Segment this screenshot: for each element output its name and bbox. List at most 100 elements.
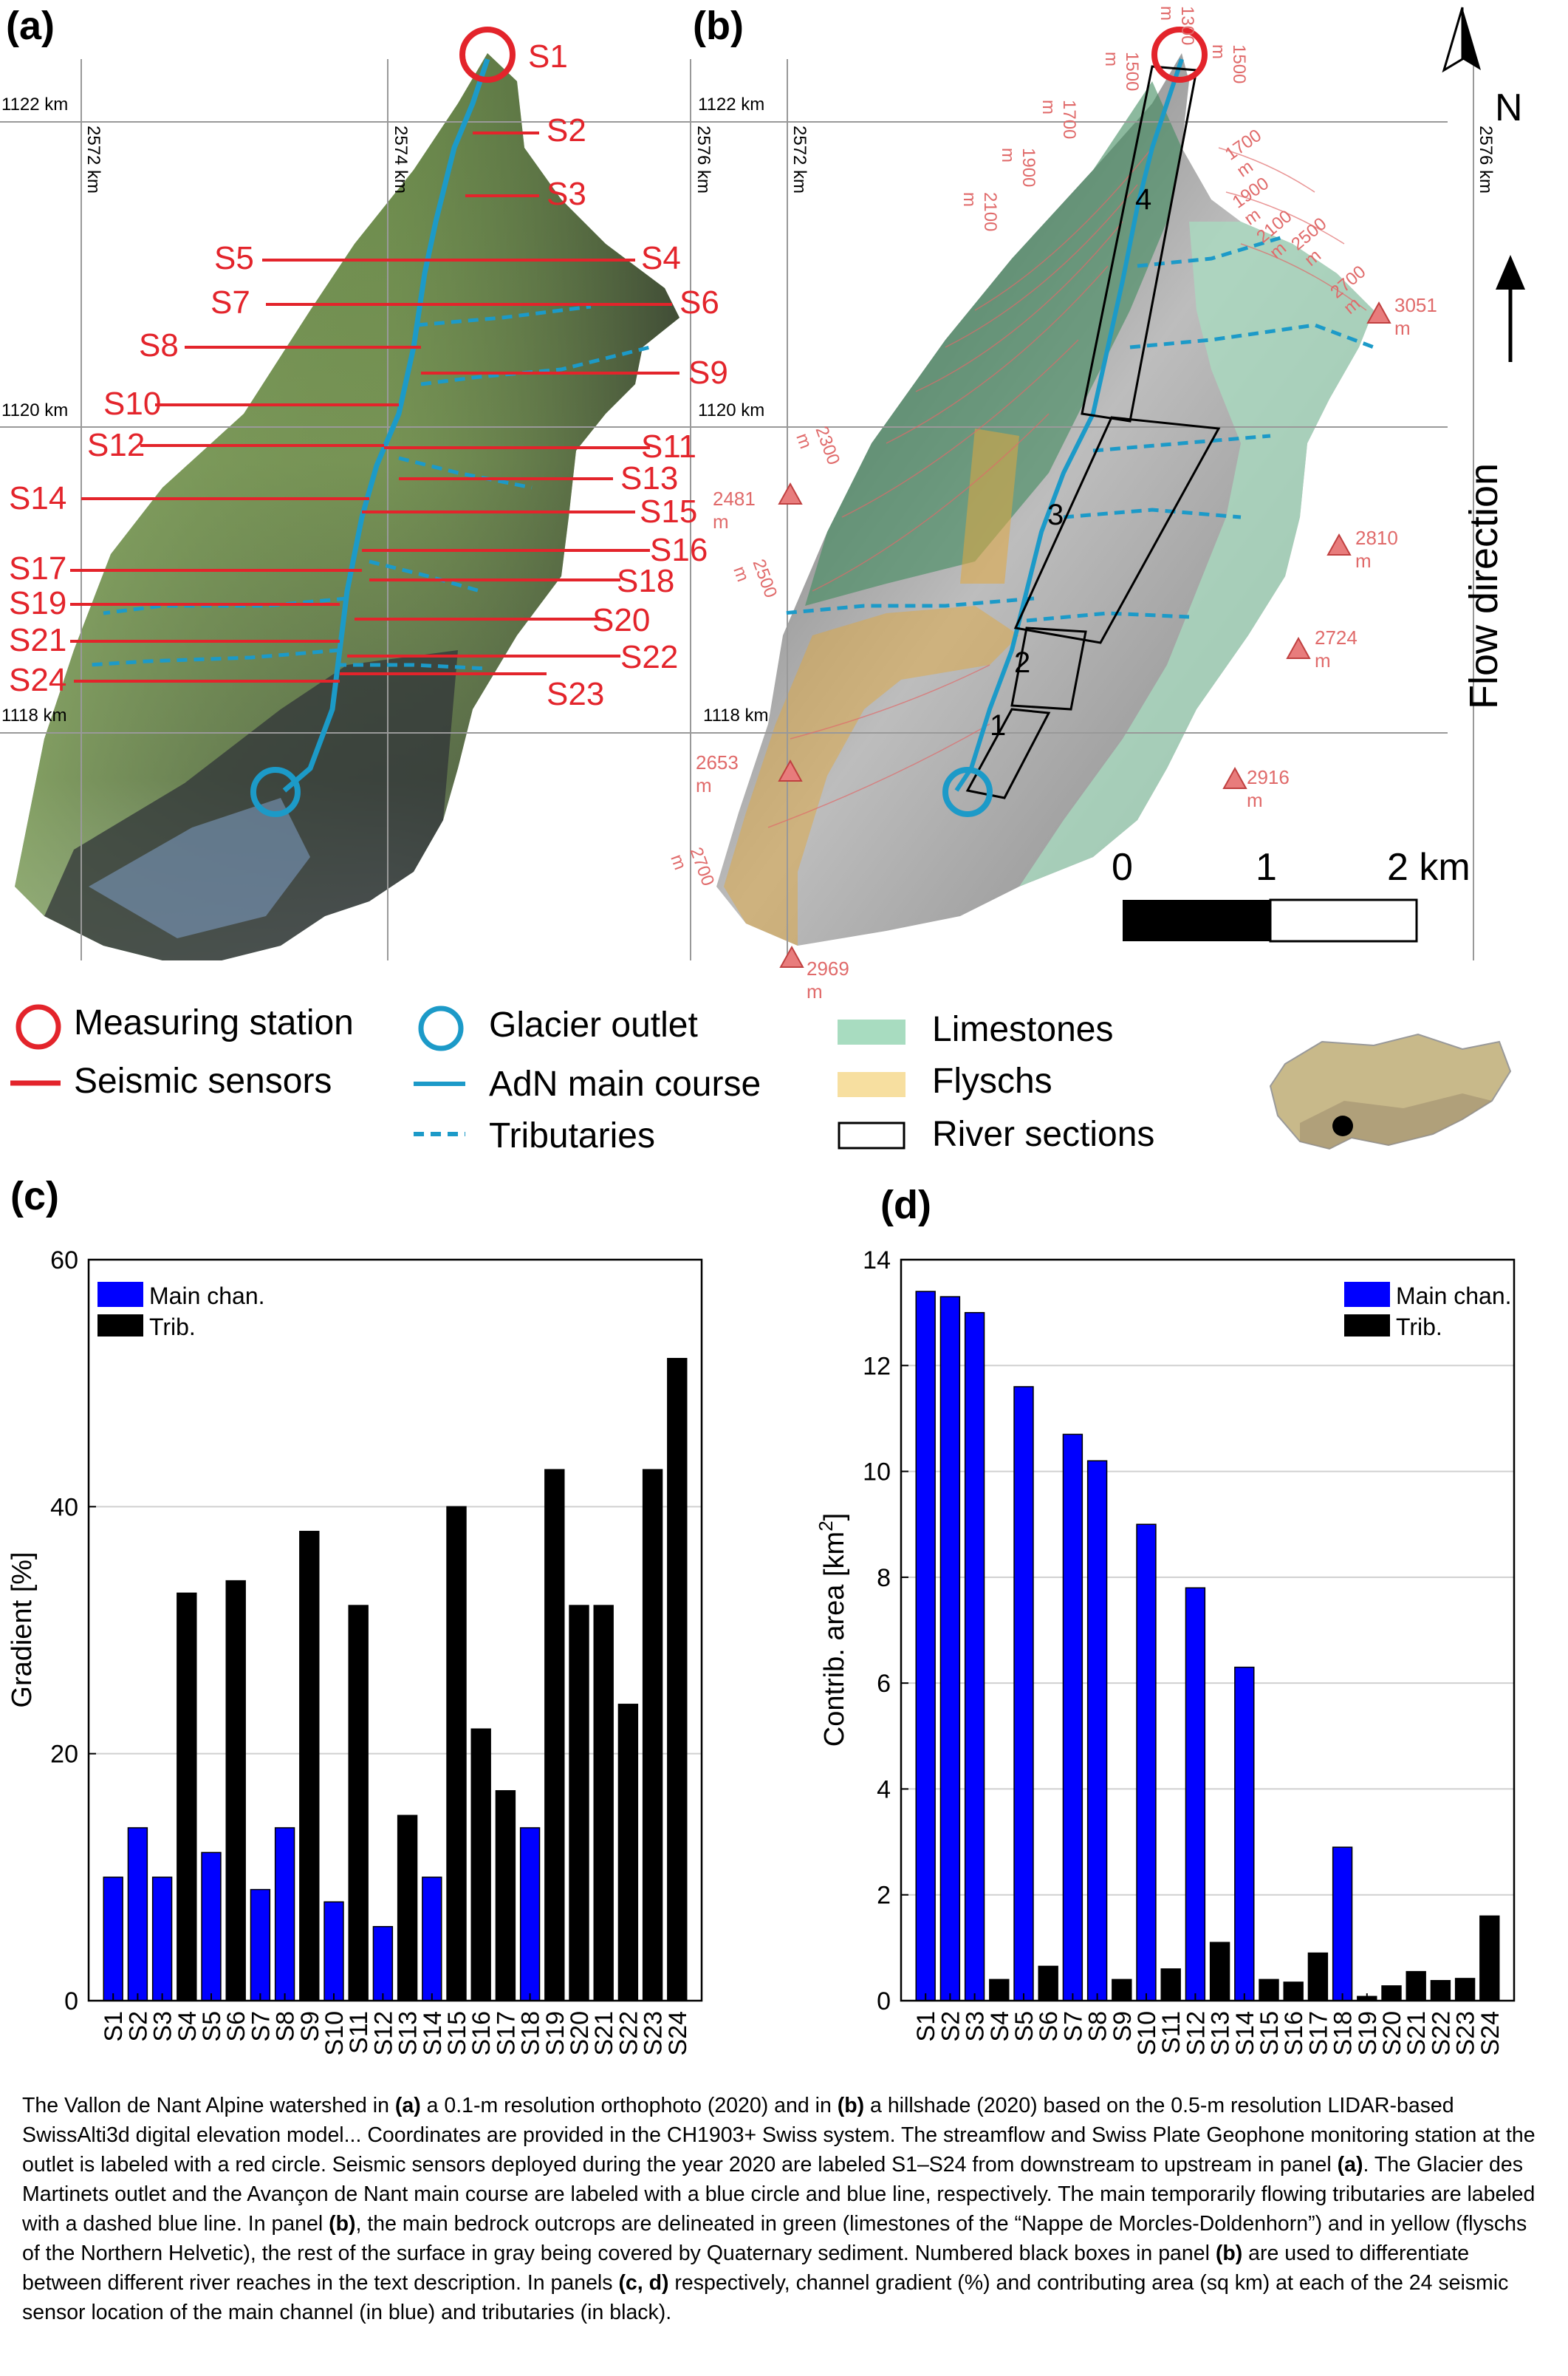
legend-graphics <box>10 1004 1512 1150</box>
caption-text: , the main bedrock outcrops are delineat… <box>22 2212 1527 2265</box>
y-tick-label: 6 <box>877 1670 891 1698</box>
legend-tributaries: Tributaries <box>489 1116 655 1155</box>
x-tick-label: S24 <box>1476 2011 1504 2056</box>
caption-ref: (b) <box>837 2094 865 2117</box>
switzerland-inset-map <box>1269 1033 1512 1150</box>
gradient-bar-chart: 0 20 40 60 S1S2S3S4S5S6S7S8S9S10S11S12S13S14… <box>7 1246 703 2056</box>
flow-direction-label: Flow direction <box>1462 462 1506 709</box>
contour-label: 1500 m <box>1208 44 1249 84</box>
bar <box>593 1605 614 2001</box>
x-tick-label: S23 <box>640 2011 668 2056</box>
x-tick-label: S4 <box>174 2011 202 2042</box>
panel-label-d: (d) <box>880 1183 931 1227</box>
north-arrow-icon <box>1442 7 1481 73</box>
x-tick-label: S12 <box>369 2011 397 2056</box>
caption-ref: (a) <box>1337 2153 1363 2177</box>
x-tick-label: S2 <box>124 2011 152 2042</box>
coord-x2576-a: 2576 km <box>694 126 713 194</box>
main-course-line <box>282 58 490 793</box>
x-tick-label: S17 <box>1304 2011 1332 2056</box>
x-tick-label: S3 <box>149 2011 177 2042</box>
measuring-station-marker-b <box>1151 27 1208 83</box>
x-tick-label: S14 <box>1231 2011 1259 2056</box>
x-tick-label: S16 <box>468 2011 496 2056</box>
hillshade-map <box>679 7 1525 968</box>
sensor-label: S10 <box>103 386 162 422</box>
x-tick-label: S9 <box>296 2011 324 2042</box>
caption-ref: (a) <box>394 2094 421 2117</box>
x-tick-label: S7 <box>247 2011 275 2042</box>
x-tick-label: S14 <box>419 2011 447 2056</box>
panel-label-c: (c) <box>10 1174 59 1218</box>
x-tick-label: S13 <box>394 2011 422 2056</box>
bar <box>299 1531 320 2001</box>
legend-river-sections: River sections <box>932 1115 1155 1154</box>
legend-swatch-main <box>1344 1282 1390 1307</box>
caption-text: The Vallon de Nant Alpine watershed in <box>22 2094 395 2117</box>
bar <box>372 1925 394 2001</box>
bar <box>964 1311 985 2001</box>
x-tick-label: S1 <box>912 2011 940 2042</box>
section-label: 1 <box>990 709 1007 742</box>
coord-y1118-b: 1118 km <box>703 706 769 726</box>
x-tick-label: S3 <box>962 2011 990 2042</box>
x-tick-label: S20 <box>566 2011 594 2056</box>
scale-one: 1 <box>1256 846 1277 889</box>
legend-label-main: Main chan. <box>1396 1283 1512 1309</box>
scale-bar <box>1123 898 1418 943</box>
sensor-label: S2 <box>547 112 586 148</box>
glacier-outlet-marker-b <box>942 767 993 817</box>
sensor-label: S15 <box>640 494 698 530</box>
bar <box>1013 1386 1034 2001</box>
bar <box>569 1605 589 2001</box>
peak-label: 2916 m <box>1247 766 1290 811</box>
coord-x2574-a: 2574 km <box>391 126 411 194</box>
section-label: 2 <box>1014 646 1031 679</box>
caption-text: a 0.1-m resolution orthophoto (2020) and… <box>420 2094 838 2117</box>
peak-markers <box>778 301 1391 968</box>
bar <box>1479 1915 1500 2001</box>
bar <box>1307 1952 1329 2001</box>
peak-label: 2653 m <box>696 751 739 796</box>
legend-glacier-outlet: Glacier outlet <box>489 1006 698 1045</box>
bar <box>939 1296 961 2001</box>
x-tick-label: S7 <box>1059 2011 1087 2042</box>
x-tick-label: S15 <box>1256 2011 1284 2056</box>
sensor-label: S1 <box>528 38 568 75</box>
sensor-lines <box>70 132 679 683</box>
y-tick-label: 14 <box>863 1246 891 1274</box>
peak-label: 2969 m <box>807 957 849 1003</box>
x-tick-label: S8 <box>272 2011 300 2042</box>
y-axis-label: Contrib. area [km2] <box>815 1513 850 1747</box>
x-tick-label: S18 <box>1329 2011 1358 2056</box>
glacier-outlet-marker <box>250 767 301 817</box>
bar <box>201 1851 222 2001</box>
y-tick-label: 0 <box>877 1987 891 2015</box>
x-tick-label: S16 <box>1280 2011 1308 2056</box>
bar <box>348 1605 369 2001</box>
x-tick-label: S10 <box>1133 2011 1161 2056</box>
flow-arrow-icon <box>1496 255 1525 362</box>
caption-text: a hillshade (2020) based on the 0.5-m re… <box>22 2094 1536 2177</box>
north-label: N <box>1495 86 1523 129</box>
bar <box>1332 1846 1353 2001</box>
peak-label: 3051 m <box>1394 294 1437 339</box>
x-tick-label: S11 <box>345 2011 373 2054</box>
peak-label: 2481 m <box>713 488 756 533</box>
panel-label-a: (a) <box>6 4 55 48</box>
bar <box>495 1790 516 2001</box>
x-tick-label: S23 <box>1452 2011 1480 2056</box>
contour-label: 2100 m <box>959 192 1000 232</box>
main-course-line-b <box>954 58 1184 792</box>
bar <box>1086 1460 1108 2001</box>
coord-x2576-b: 2576 km <box>1476 126 1496 194</box>
coord-y1120-a: 1120 km <box>1 400 69 420</box>
axes-frame <box>87 1258 703 2002</box>
bar <box>250 1888 271 2001</box>
bar <box>103 1877 123 2001</box>
contour-label: 1500 m <box>1101 52 1142 92</box>
y-tick-label: 12 <box>863 1352 891 1380</box>
y-axis-label-end: ] <box>819 1513 850 1521</box>
section-label: 3 <box>1047 499 1064 531</box>
y-tick-label: 10 <box>863 1458 891 1486</box>
